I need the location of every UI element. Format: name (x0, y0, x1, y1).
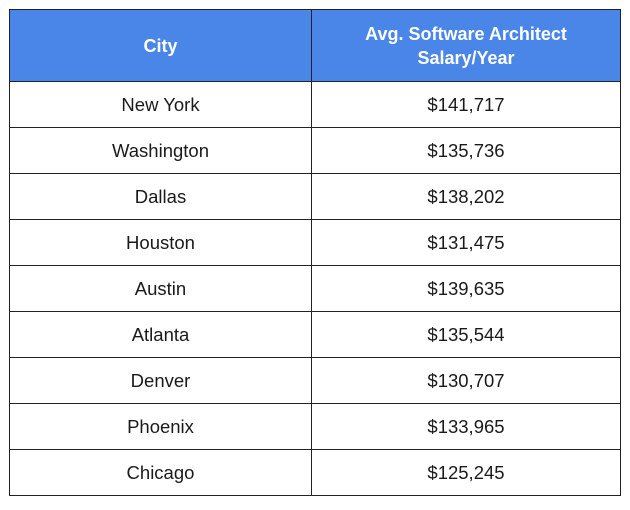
table-row: Houston $131,475 (9, 219, 621, 266)
salary-cell: $130,707 (311, 357, 621, 404)
city-cell: Atlanta (9, 311, 312, 358)
salary-cell: $135,736 (311, 127, 621, 174)
salary-cell: $125,245 (311, 449, 621, 496)
table-row: Washington $135,736 (9, 127, 621, 174)
city-cell: Denver (9, 357, 312, 404)
header-city: City (9, 9, 312, 82)
salary-cell: $133,965 (311, 403, 621, 450)
city-cell: Phoenix (9, 403, 312, 450)
table-row: Dallas $138,202 (9, 173, 621, 220)
table-row: New York $141,717 (9, 81, 621, 128)
city-cell: New York (9, 81, 312, 128)
table-row: Denver $130,707 (9, 357, 621, 404)
table-header: City Avg. Software Architect Salary/Year (9, 9, 621, 82)
salary-cell: $135,544 (311, 311, 621, 358)
table-row: Atlanta $135,544 (9, 311, 621, 358)
table-row: Phoenix $133,965 (9, 403, 621, 450)
table-row: Chicago $125,245 (9, 449, 621, 496)
city-cell: Chicago (9, 449, 312, 496)
salary-cell: $141,717 (311, 81, 621, 128)
header-salary-line2: Salary/Year (417, 47, 515, 68)
city-cell: Houston (9, 219, 312, 266)
table-row: Austin $139,635 (9, 265, 621, 312)
salary-cell: $139,635 (311, 265, 621, 312)
salary-cell: $138,202 (311, 173, 621, 220)
city-cell: Austin (9, 265, 312, 312)
header-salary-line1: Avg. Software Architect (365, 23, 567, 44)
table-body: New York $141,717 Washington $135,736 Da… (9, 81, 621, 496)
city-cell: Dallas (9, 173, 312, 220)
salary-cell: $131,475 (311, 219, 621, 266)
salary-table: City Avg. Software Architect Salary/Year… (9, 9, 621, 496)
header-salary: Avg. Software Architect Salary/Year (311, 9, 621, 82)
header-row: City Avg. Software Architect Salary/Year (9, 9, 621, 82)
city-cell: Washington (9, 127, 312, 174)
